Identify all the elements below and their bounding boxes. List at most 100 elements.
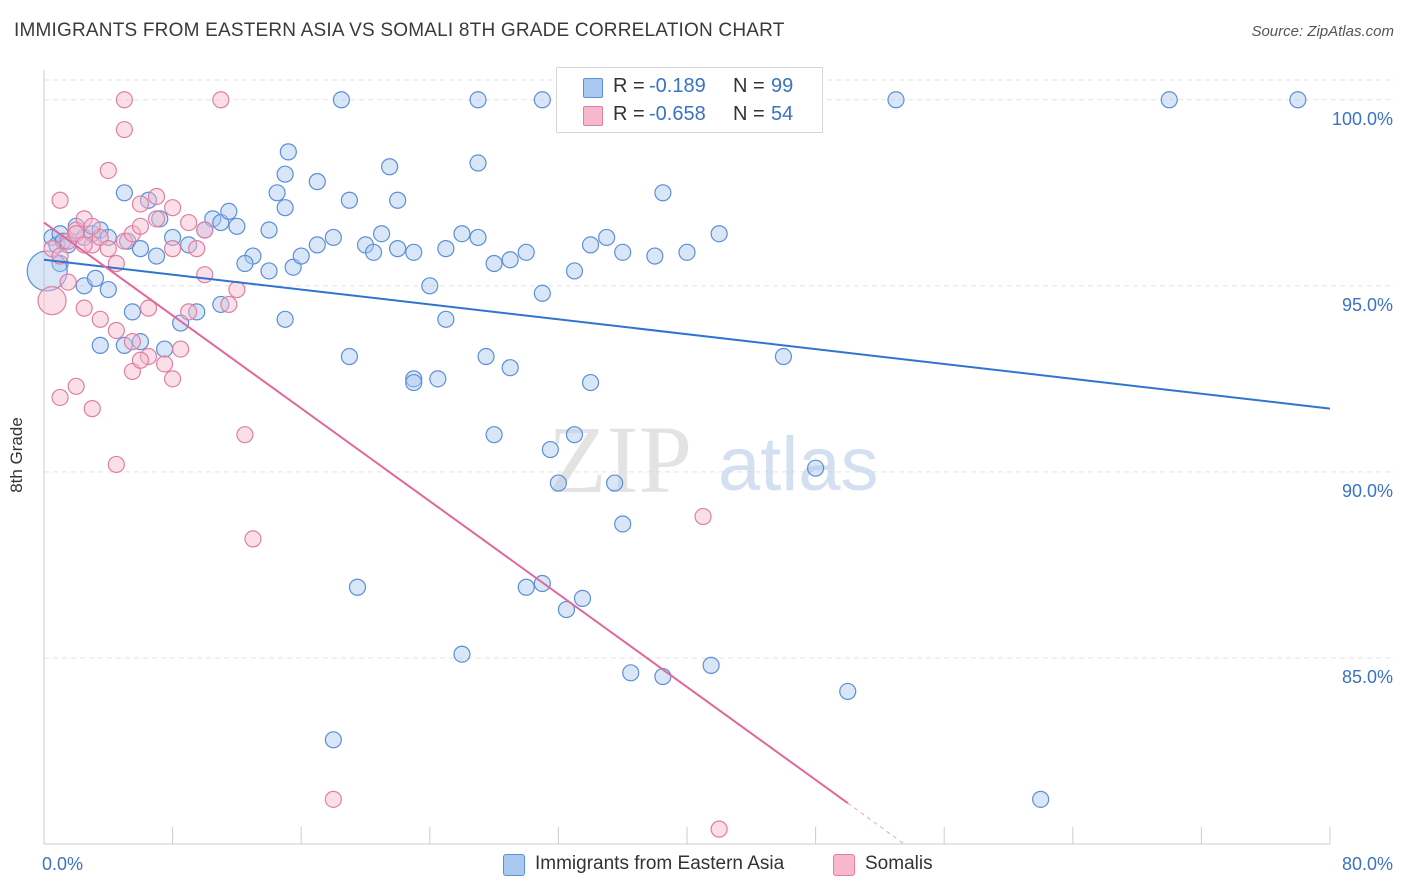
data-point-eastern-asia bbox=[469, 91, 487, 109]
series-legend: Immigrants from Eastern Asia Somalis bbox=[0, 852, 1406, 878]
data-point-eastern-asia bbox=[710, 225, 728, 243]
data-point-somalis bbox=[131, 351, 150, 369]
data-point-eastern-asia bbox=[1032, 790, 1050, 808]
data-point-eastern-asia bbox=[541, 440, 559, 459]
data-point-eastern-asia bbox=[429, 370, 447, 388]
data-point-eastern-asia bbox=[469, 154, 487, 172]
data-point-somalis bbox=[59, 273, 77, 291]
data-point-somalis bbox=[180, 213, 198, 232]
data-point-somalis bbox=[196, 221, 214, 239]
data-point-eastern-asia bbox=[549, 474, 568, 492]
data-point-eastern-asia bbox=[565, 426, 584, 444]
data-point-eastern-asia bbox=[654, 667, 672, 686]
data-point-somalis bbox=[107, 455, 125, 474]
data-point-somalis bbox=[147, 187, 166, 206]
data-point-eastern-asia bbox=[887, 91, 905, 109]
data-point-somalis bbox=[115, 120, 133, 139]
data-point-somalis bbox=[131, 217, 150, 235]
data-point-eastern-asia bbox=[91, 336, 109, 354]
y-tick-label: 90.0% bbox=[1342, 481, 1393, 501]
data-point-eastern-asia bbox=[276, 199, 294, 217]
data-point-eastern-asia bbox=[324, 228, 342, 247]
data-point-eastern-asia bbox=[533, 91, 551, 109]
data-point-eastern-asia bbox=[501, 251, 519, 269]
data-point-eastern-asia bbox=[308, 173, 326, 191]
data-point-eastern-asia bbox=[614, 515, 632, 533]
legend-swatch-pink bbox=[833, 854, 855, 876]
x-tick-label: 80.0% bbox=[1342, 854, 1393, 874]
legend-r-value: -0.658 bbox=[649, 103, 706, 125]
legend-n-value: 99 bbox=[771, 75, 794, 97]
data-point-eastern-asia bbox=[557, 600, 576, 619]
data-point-eastern-asia bbox=[533, 284, 551, 302]
y-axis-label: 8th Grade bbox=[7, 417, 26, 493]
data-point-eastern-asia bbox=[437, 310, 455, 328]
data-point-somalis bbox=[324, 790, 342, 808]
legend-r-label: R = bbox=[613, 103, 645, 125]
data-point-eastern-asia bbox=[389, 191, 407, 209]
data-point-somalis bbox=[123, 333, 142, 351]
data-point-eastern-asia bbox=[180, 236, 198, 254]
data-point-eastern-asia bbox=[646, 247, 664, 265]
data-point-eastern-asia bbox=[115, 184, 133, 202]
data-point-somalis bbox=[196, 266, 214, 284]
data-point-eastern-asia bbox=[606, 474, 624, 492]
data-point-eastern-asia bbox=[421, 277, 439, 295]
data-point-somalis bbox=[51, 247, 69, 265]
data-point-eastern-asia bbox=[340, 191, 359, 209]
data-point-eastern-asia bbox=[348, 578, 367, 596]
legend-r-label: R = bbox=[613, 75, 645, 97]
data-point-somalis bbox=[164, 370, 182, 388]
data-point-eastern-asia bbox=[1289, 91, 1307, 109]
data-point-eastern-asia bbox=[678, 243, 696, 261]
data-point-eastern-asia bbox=[332, 91, 350, 109]
data-point-eastern-asia bbox=[485, 254, 503, 273]
data-point-eastern-asia bbox=[501, 359, 519, 377]
data-point-somalis bbox=[180, 303, 198, 321]
data-point-somalis bbox=[131, 195, 150, 213]
data-point-somalis bbox=[99, 240, 117, 258]
data-point-eastern-asia bbox=[308, 236, 326, 254]
data-point-eastern-asia bbox=[702, 656, 720, 674]
stats-legend: R = -0.189 N = 99 R = -0.658 N = 54 bbox=[556, 67, 823, 133]
data-point-eastern-asia bbox=[806, 459, 825, 477]
data-point-eastern-asia bbox=[477, 347, 495, 366]
data-point-somalis bbox=[83, 217, 101, 235]
data-point-somalis bbox=[172, 340, 190, 358]
legend-row-eastern-asia: R = -0.189 N = 99 bbox=[557, 74, 822, 100]
data-point-eastern-asia bbox=[364, 243, 383, 261]
data-point-eastern-asia bbox=[774, 347, 793, 366]
trend-line-somalis bbox=[43, 221, 849, 804]
data-point-eastern-asia bbox=[839, 682, 857, 701]
data-point-eastern-asia bbox=[622, 664, 640, 682]
data-point-eastern-asia bbox=[581, 236, 600, 254]
data-point-eastern-asia bbox=[220, 202, 238, 221]
data-point-eastern-asia bbox=[292, 247, 310, 265]
data-point-eastern-asia bbox=[324, 731, 342, 749]
trend-line-somalis-extension bbox=[847, 802, 905, 845]
data-point-eastern-asia bbox=[372, 225, 391, 243]
legend-n-label: N = bbox=[733, 103, 765, 125]
data-point-eastern-asia bbox=[581, 373, 600, 392]
legend-n-label: N = bbox=[733, 75, 765, 97]
legend-swatch-pink bbox=[583, 106, 603, 126]
data-point-eastern-asia bbox=[453, 225, 471, 243]
data-point-somalis bbox=[83, 400, 101, 418]
data-point-eastern-asia bbox=[236, 254, 254, 273]
data-point-somalis bbox=[107, 321, 125, 340]
data-point-eastern-asia bbox=[517, 243, 535, 261]
data-point-eastern-asia bbox=[485, 426, 503, 444]
legend-label-somalis: Somalis bbox=[865, 853, 933, 874]
data-point-eastern-asia bbox=[268, 184, 286, 202]
data-point-somalis bbox=[75, 299, 93, 317]
data-point-eastern-asia bbox=[260, 221, 278, 239]
data-point-eastern-asia bbox=[1160, 91, 1178, 109]
data-point-somalis bbox=[164, 240, 182, 258]
data-point-somalis bbox=[139, 299, 158, 317]
data-point-eastern-asia bbox=[123, 303, 142, 321]
watermark-zip: ZIP bbox=[548, 406, 692, 513]
data-point-somalis bbox=[212, 91, 230, 109]
source-label: Source: ZipAtlas.com bbox=[1251, 23, 1394, 40]
data-point-somalis bbox=[236, 426, 254, 444]
data-point-somalis bbox=[67, 377, 85, 395]
